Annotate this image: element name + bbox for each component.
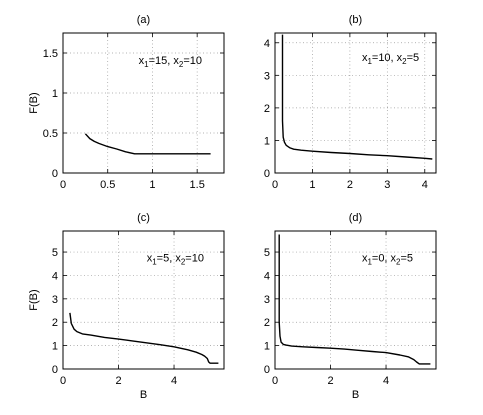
x-tick-label: 0 <box>272 375 278 387</box>
x-tick-label: 2 <box>347 179 353 191</box>
subplot-d: 0 2 4 0 1 2 3 4 5 (d) Bx1=0, x2=5 <box>264 212 437 401</box>
subplot-b: 0 1 2 3 4 0 1 2 3 4 (b) x1=10, x2=5 <box>264 14 437 191</box>
series-line <box>278 234 431 365</box>
axes-frame <box>274 230 437 370</box>
subplot-annotation: x1=5, x2=10 <box>147 252 204 266</box>
y-tick-label: 0 <box>52 364 58 376</box>
x-tick-label: 3 <box>384 179 390 191</box>
y-tick-label: 1 <box>52 341 58 353</box>
subplot-a: 0 0.5 1 1.5 0 0.5 1 1.5 (a) F(B) x1=15, x2=10 <box>28 14 225 191</box>
subplot-title: (a) <box>137 14 150 26</box>
y-axis-label: F(B) <box>28 289 40 310</box>
x-tick-label: 0 <box>60 375 66 387</box>
y-tick-label: 5 <box>52 247 58 259</box>
y-tick-label: 5 <box>264 247 270 259</box>
y-tick-label: 2 <box>52 317 58 329</box>
subplot-title: (c) <box>137 212 150 224</box>
x-tick-label: 2 <box>115 375 121 387</box>
axes-frame <box>62 32 225 174</box>
y-tick-label: 1 <box>52 88 58 100</box>
x-tick-label: 1 <box>309 179 315 191</box>
x-tick-label: 0 <box>272 179 278 191</box>
y-tick-label: 2 <box>264 103 270 115</box>
y-tick-label: 2 <box>264 317 270 329</box>
series-line <box>281 34 433 160</box>
x-tick-label: 1 <box>149 179 155 191</box>
subplot-c: 0 2 4 0 1 2 3 4 5 (c) F(B) Bx1=5, x2=10 <box>28 212 225 401</box>
axes-frame <box>274 32 437 174</box>
y-axis-label: F(B) <box>28 92 40 113</box>
y-tick-label: 0 <box>264 168 270 180</box>
subplot-title: (b) <box>349 14 362 26</box>
y-tick-label: 1.5 <box>43 48 58 60</box>
x-axis-label: B <box>140 389 147 401</box>
subplot-annotation: x1=15, x2=10 <box>139 55 202 69</box>
x-tick-label: 1.5 <box>190 179 205 191</box>
y-tick-label: 4 <box>264 270 270 282</box>
x-tick-label: 0.5 <box>100 179 115 191</box>
y-tick-label: 4 <box>52 270 58 282</box>
series-line <box>84 133 211 155</box>
y-tick-label: 3 <box>264 294 270 306</box>
y-tick-label: 3 <box>52 294 58 306</box>
series-line <box>69 312 219 364</box>
y-tick-label: 1 <box>264 341 270 353</box>
y-tick-label: 0 <box>52 168 58 180</box>
x-tick-label: 2 <box>327 375 333 387</box>
x-tick-label: 0 <box>60 179 66 191</box>
y-tick-label: 3 <box>264 70 270 82</box>
y-tick-label: 1 <box>264 135 270 147</box>
y-tick-label: 0.5 <box>43 128 58 140</box>
axes-frame <box>62 230 225 370</box>
y-tick-label: 0 <box>264 364 270 376</box>
x-tick-label: 4 <box>422 179 428 191</box>
x-tick-label: 4 <box>171 375 177 387</box>
x-tick-label: 4 <box>383 375 389 387</box>
y-tick-label: 4 <box>264 38 270 50</box>
x-axis-label: B <box>352 389 359 401</box>
subplot-annotation: x1=10, x2=5 <box>362 52 419 66</box>
subplot-title: (d) <box>349 212 362 224</box>
subplot-annotation: x1=0, x2=5 <box>362 252 413 266</box>
